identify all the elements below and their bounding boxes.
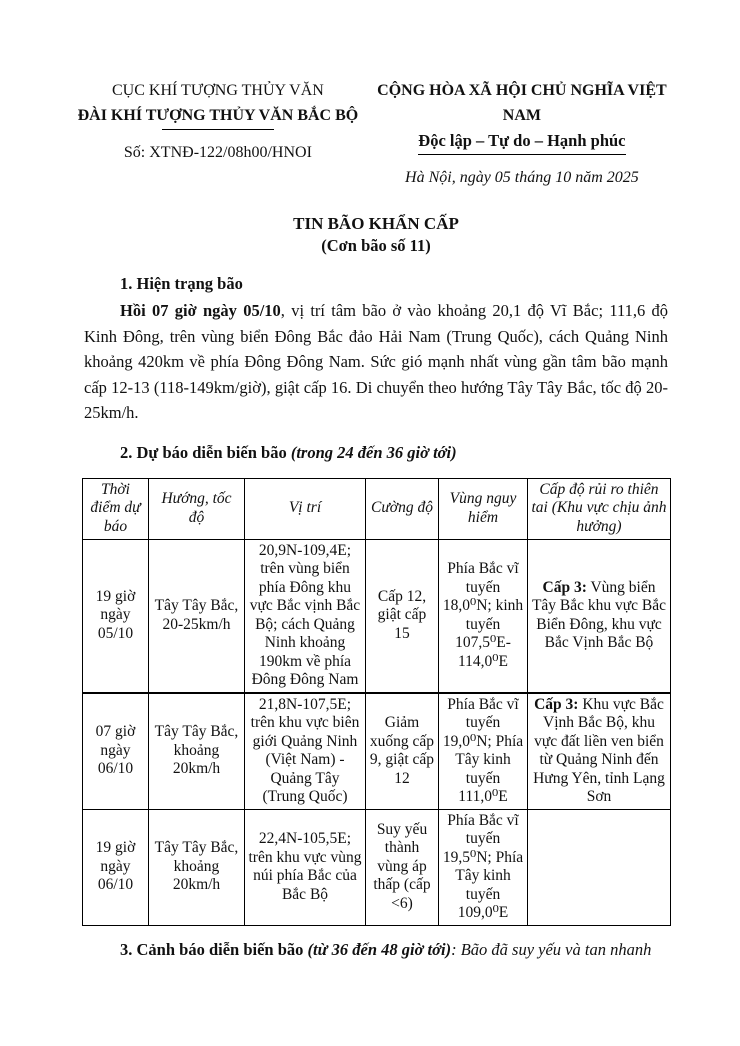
cell-position: 20,9N-109,4E; trên vùng biển phía Đông k… bbox=[244, 538, 366, 693]
section2-heading: 2. Dự báo diễn biến bão (trong 24 đến 36… bbox=[84, 440, 668, 466]
cell-intensity: Cấp 12, giật cấp 15 bbox=[365, 538, 439, 693]
document-letterhead: CỤC KHÍ TƯỢNG THỦY VĂN ĐÀI KHÍ TƯỢNG THỦ… bbox=[72, 78, 680, 190]
col-header-direction: Hướng, tốc độ bbox=[148, 477, 245, 540]
national-header-block: CỘNG HÒA XÃ HỘI CHỦ NGHĨA VIỆT NAM Độc l… bbox=[364, 78, 680, 190]
national-motto: Độc lập – Tự do – Hạnh phúc bbox=[418, 128, 626, 155]
cell-danger-zone: Phía Bắc vĩ tuyến 18,0⁰N; kinh tuyến 107… bbox=[438, 538, 528, 693]
paragraph-lead: Hồi 07 giờ ngày 05/10 bbox=[120, 301, 281, 320]
section2-heading-note: (trong 24 đến 36 giờ tới) bbox=[290, 442, 457, 462]
issuing-agency-block: CỤC KHÍ TƯỢNG THỦY VĂN ĐÀI KHÍ TƯỢNG THỦ… bbox=[72, 78, 364, 190]
agency-name: ĐÀI KHÍ TƯỢNG THỦY VĂN BẮC BỘ bbox=[77, 107, 359, 124]
cell-direction: Tây Tây Bắc, khoảng 20km/h bbox=[148, 691, 245, 810]
section1-heading: 1. Hiện trạng bão bbox=[120, 274, 243, 293]
forecast-table-body: 19 giờ ngày 05/10 Tây Tây Bắc, 20-25km/h… bbox=[82, 538, 671, 926]
place-and-date: Hà Nội, ngày 05 tháng 10 năm 2025 bbox=[405, 169, 639, 186]
national-title: CỘNG HÒA XÃ HỘI CHỦ NGHĨA VIỆT NAM bbox=[377, 82, 667, 124]
cell-intensity: Giảm xuống cấp 9, giật cấp 12 bbox=[365, 691, 439, 810]
section3-warning-text: : Bão đã suy yếu và tan nhanh bbox=[451, 939, 652, 959]
section3-heading-note: (từ 36 đến 48 giờ tới) bbox=[307, 939, 452, 959]
table-row: 19 giờ ngày 05/10 Tây Tây Bắc, 20-25km/h… bbox=[82, 538, 671, 693]
storm-status-paragraph: Hồi 07 giờ ngày 05/10, vị trí tâm bão ở … bbox=[84, 298, 668, 426]
cell-danger-zone: Phía Bắc vĩ tuyến 19,5⁰N; Phía Tây kinh … bbox=[438, 808, 528, 926]
cell-time: 19 giờ ngày 06/10 bbox=[82, 808, 149, 926]
table-header-row: Thời điểm dự báo Hướng, tốc độ Vị trí Cư… bbox=[82, 477, 671, 540]
forecast-table-head: Thời điểm dự báo Hướng, tốc độ Vị trí Cư… bbox=[82, 477, 671, 540]
paragraph-body: , vị trí tâm bão ở vào khoảng 20,1 độ Vĩ… bbox=[84, 301, 669, 422]
agency-parent: CỤC KHÍ TƯỢNG THỦY VĂN bbox=[112, 82, 324, 99]
risk-level-label: Cấp 3: bbox=[542, 578, 587, 596]
cell-direction: Tây Tây Bắc, 20-25km/h bbox=[148, 538, 245, 693]
col-header-intensity: Cường độ bbox=[365, 477, 439, 540]
cell-position: 22,4N-105,5E; trên khu vực vùng núi phía… bbox=[244, 808, 366, 926]
col-header-position: Vị trí bbox=[244, 477, 366, 540]
table-row: 07 giờ ngày 06/10 Tây Tây Bắc, khoảng 20… bbox=[82, 691, 671, 810]
cell-time: 07 giờ ngày 06/10 bbox=[82, 691, 149, 810]
section3-warning-line: 3. Cảnh báo diễn biến bão (từ 36 đến 48 … bbox=[84, 937, 668, 963]
section2-heading-text: 2. Dự báo diễn biến bão bbox=[120, 442, 291, 462]
cell-time: 19 giờ ngày 05/10 bbox=[82, 538, 149, 693]
table-row: 19 giờ ngày 06/10 Tây Tây Bắc, khoảng 20… bbox=[82, 808, 671, 926]
cell-position: 21,8N-107,5E; trên khu vực biên giới Quả… bbox=[244, 691, 366, 810]
cell-intensity: Suy yếu thành vùng áp thấp (cấp <6) bbox=[365, 808, 439, 926]
national-motto-wrap: Độc lập – Tự do – Hạnh phúc bbox=[364, 128, 680, 155]
document-title-block: TIN BÃO KHẨN CẤP (Cơn bão số 11) bbox=[84, 213, 668, 257]
forecast-table: Thời điểm dự báo Hướng, tốc độ Vị trí Cư… bbox=[82, 477, 671, 926]
col-header-time: Thời điểm dự báo bbox=[82, 477, 149, 540]
cell-danger-zone: Phía Bắc vĩ tuyến 19,0⁰N; Phía Tây kinh … bbox=[438, 691, 528, 810]
section3-heading-text: 3. Cảnh báo diễn biến bão bbox=[120, 939, 308, 959]
cell-risk: Cấp 3: Khu vực Bắc Vịnh Bắc Bộ, khu vực … bbox=[527, 691, 671, 810]
document-number: Số: XTNĐ-122/08h00/HNOI bbox=[123, 144, 312, 161]
risk-area-text: Vùng biển Tây Bắc khu vực Bắc Biển Đông,… bbox=[531, 578, 667, 652]
cell-direction: Tây Tây Bắc, khoảng 20km/h bbox=[148, 808, 245, 926]
document-title: TIN BÃO KHẨN CẤP bbox=[293, 214, 459, 233]
col-header-danger-zone: Vùng nguy hiểm bbox=[438, 477, 528, 540]
agency-underline-rule bbox=[161, 129, 274, 130]
document-subtitle: (Cơn bão số 11) bbox=[321, 236, 431, 255]
col-header-risk: Cấp độ rủi ro thiên tai (Khu vực chịu ản… bbox=[527, 477, 671, 540]
risk-level-label: Cấp 3: bbox=[534, 695, 579, 713]
cell-risk: Cấp 3: Vùng biển Tây Bắc khu vực Bắc Biể… bbox=[527, 538, 671, 693]
cell-risk bbox=[527, 808, 671, 926]
risk-area-text: Khu vực Bắc Vịnh Bắc Bộ, khu vực đất liề… bbox=[533, 695, 665, 806]
